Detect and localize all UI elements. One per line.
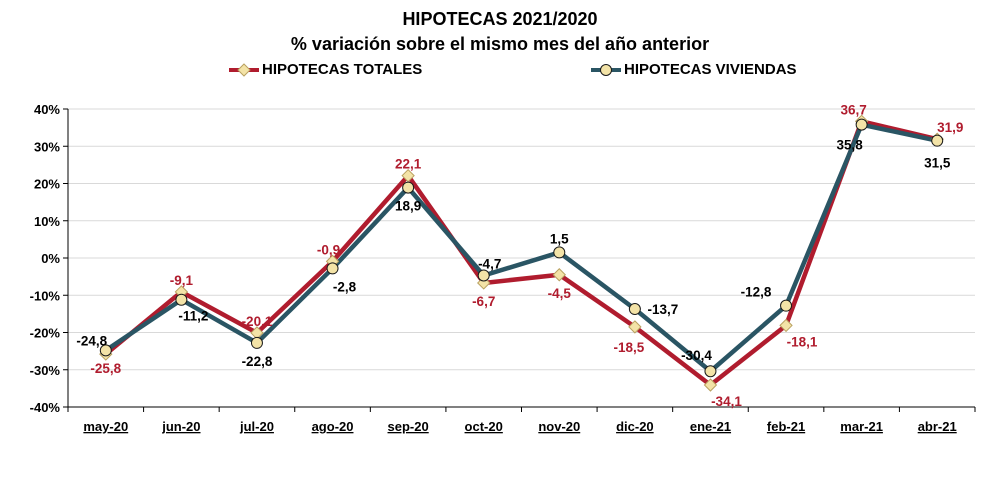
data-label-viviendas: 18,9 [395, 199, 421, 214]
point-viviendas [855, 118, 868, 131]
data-label-totales: 22,1 [395, 157, 422, 172]
data-label-viviendas: -4,7 [478, 257, 501, 272]
legend-label-totales: HIPOTECAS TOTALES [262, 61, 423, 78]
series-line-viviendas [104, 122, 938, 374]
y-tick-label: 40% [34, 102, 60, 117]
point-totales [628, 320, 642, 334]
data-label-totales: -9,1 [170, 273, 194, 288]
y-tick-label: -10% [30, 288, 61, 303]
data-label-totales: -18,5 [613, 340, 644, 355]
y-tick-label: 30% [34, 139, 60, 154]
chart-title: HIPOTECAS 2021/2020 [402, 9, 598, 29]
legend: HIPOTECAS TOTALES HIPOTECAS VIVIENDAS [0, 61, 1000, 83]
x-tick-label: may-20 [83, 419, 128, 434]
legend-marker-totales [229, 62, 259, 77]
series-line-totales [104, 119, 938, 388]
data-label-viviendas: -24,8 [76, 333, 107, 348]
point-viviendas [99, 344, 112, 357]
legend-label-viviendas: HIPOTECAS VIVIENDAS [624, 61, 797, 78]
data-label-viviendas: -22,8 [242, 354, 273, 369]
point-viviendas [477, 269, 490, 282]
x-tick-label: jul-20 [239, 419, 274, 434]
data-label-viviendas: -13,7 [647, 302, 678, 317]
legend-item-viviendas: HIPOTECAS VIVIENDAS [591, 61, 797, 78]
x-tick-label: oct-20 [465, 419, 503, 434]
x-tick-label: ago-20 [312, 419, 354, 434]
point-totales [779, 318, 793, 333]
data-label-viviendas: -2,8 [333, 279, 357, 294]
point-viviendas [250, 336, 263, 349]
point-totales [703, 378, 718, 392]
x-tick-label: ene-21 [690, 419, 731, 434]
x-tick-label: mar-21 [840, 419, 883, 434]
data-label-totales: -25,8 [90, 361, 121, 376]
data-label-totales: -4,5 [548, 286, 572, 301]
data-label-totales: -6,7 [472, 294, 495, 309]
y-tick-label: -30% [30, 363, 61, 378]
x-tick-label: feb-21 [767, 419, 805, 434]
data-label-totales: -34,1 [711, 394, 742, 409]
data-label-totales: 31,9 [937, 120, 963, 135]
data-label-viviendas: -30,4 [681, 348, 712, 363]
chart-subtitle: % variación sobre el mismo mes del año a… [290, 34, 710, 54]
data-label-viviendas: 35,8 [836, 138, 863, 153]
point-viviendas [704, 365, 717, 378]
data-label-viviendas: 1,5 [550, 231, 569, 246]
point-viviendas [326, 262, 339, 275]
point-viviendas [931, 134, 944, 147]
y-tick-label: -20% [30, 326, 61, 341]
x-tick-label: jun-20 [161, 419, 200, 434]
data-label-viviendas: 31,5 [924, 156, 951, 171]
point-viviendas [553, 246, 566, 259]
legend-marker-viviendas [591, 63, 621, 76]
y-tick-label: 20% [34, 177, 60, 192]
x-tick-label: dic-20 [616, 419, 654, 434]
data-label-totales: -0,9 [317, 242, 340, 257]
data-label-totales: 36,7 [840, 102, 866, 117]
data-label-totales: -20,1 [242, 314, 273, 329]
x-tick-label: sep-20 [388, 419, 429, 434]
point-viviendas [175, 293, 188, 306]
y-tick-label: -40% [30, 400, 61, 415]
point-viviendas [402, 181, 415, 194]
point-viviendas [780, 299, 793, 312]
point-totales [552, 268, 566, 282]
data-label-viviendas: -11,2 [178, 309, 208, 324]
y-tick-label: 0% [41, 251, 60, 266]
data-label-totales: -18,1 [787, 334, 818, 349]
x-tick-label: nov-20 [538, 419, 580, 434]
y-tick-label: 10% [34, 214, 60, 229]
legend-item-totales: HIPOTECAS TOTALES [229, 61, 422, 78]
data-label-viviendas: -12,8 [741, 285, 772, 300]
x-tick-label: abr-21 [918, 419, 957, 434]
point-viviendas [628, 303, 641, 316]
